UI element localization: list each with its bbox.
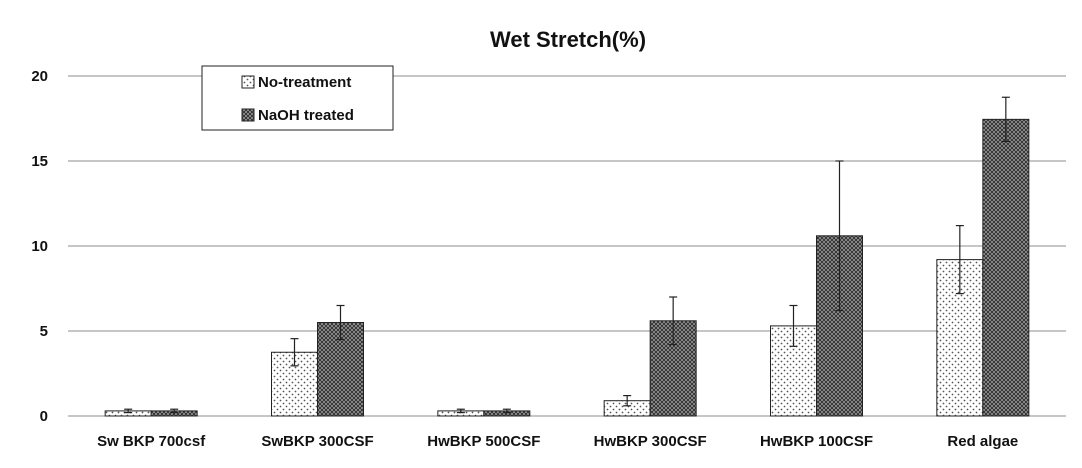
x-axis-ticks: Sw BKP 700csf SwBKP 300CSF HwBKP 500CSF HwB…: [97, 433, 1018, 450]
error-bars: [124, 97, 1010, 412]
x-tick-label: HwBKP 100CSF: [760, 433, 873, 450]
x-tick-label: HwBKP 300CSF: [594, 433, 707, 450]
y-tick-label: 20: [31, 68, 48, 85]
y-tick-label: 10: [31, 238, 48, 255]
legend-swatch-no-treatment: [242, 76, 254, 88]
y-tick-label: 15: [31, 153, 48, 170]
y-tick-label: 5: [40, 323, 48, 340]
y-tick-label: 0: [40, 408, 48, 425]
x-tick-label: Red algae: [947, 433, 1018, 450]
x-tick-label: HwBKP 500CSF: [427, 433, 540, 450]
legend-label-no-treatment: No-treatment: [258, 74, 351, 91]
bars: [105, 119, 1029, 416]
y-axis-ticks: 0 5 10 15 20: [31, 68, 48, 425]
bar-naoh-treated: [983, 119, 1029, 416]
legend-label-naoh-treated: NaOH treated: [258, 107, 354, 124]
x-tick-label: Sw BKP 700csf: [97, 433, 206, 450]
x-tick-label: SwBKP 300CSF: [261, 433, 373, 450]
chart-title: Wet Stretch(%): [490, 27, 646, 52]
legend-swatch-naoh-treated: [242, 109, 254, 121]
legend: No-treatment NaOH treated: [202, 66, 393, 130]
